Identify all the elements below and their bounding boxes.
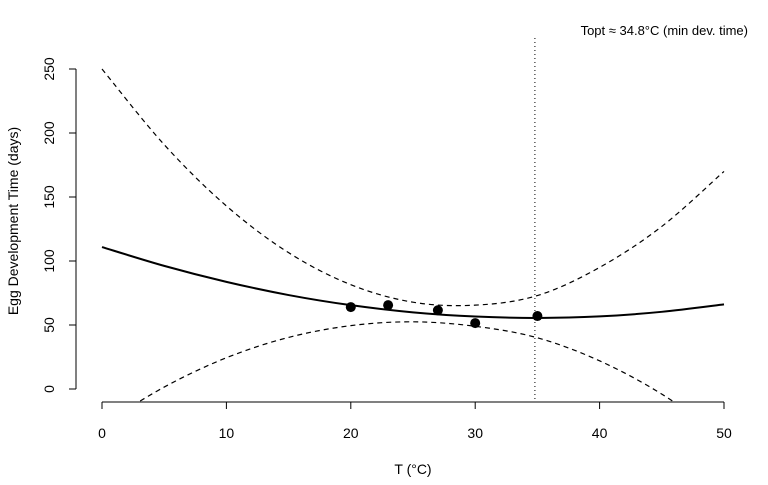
x-tick-label: 40 [592,425,608,441]
data-point [345,302,356,313]
x-axis-label: T (°C) [394,461,431,477]
data-point [383,300,394,311]
x-tick-label: 0 [98,425,106,441]
y-tick-label: 0 [41,385,57,393]
y-tick-label: 100 [41,249,57,273]
data-point [532,311,543,322]
y-tick-label: 150 [41,185,57,209]
fit-curve [101,246,725,319]
x-tick-label: 30 [467,425,483,441]
topt-annotation: Topt ≈ 34.8°C (min dev. time) [581,23,748,38]
data-point [470,318,481,329]
lower-curve [137,321,675,402]
y-axis-label: Egg Development Time (days) [5,127,21,315]
upper-curve [101,68,725,307]
x-tick-label: 50 [716,425,732,441]
y-tick-label: 250 [41,57,57,81]
data-point [432,305,443,316]
x-tick-label: 20 [343,425,359,441]
y-tick-label: 200 [41,121,57,145]
x-tick-label: 10 [219,425,235,441]
y-tick-label: 50 [41,317,57,333]
